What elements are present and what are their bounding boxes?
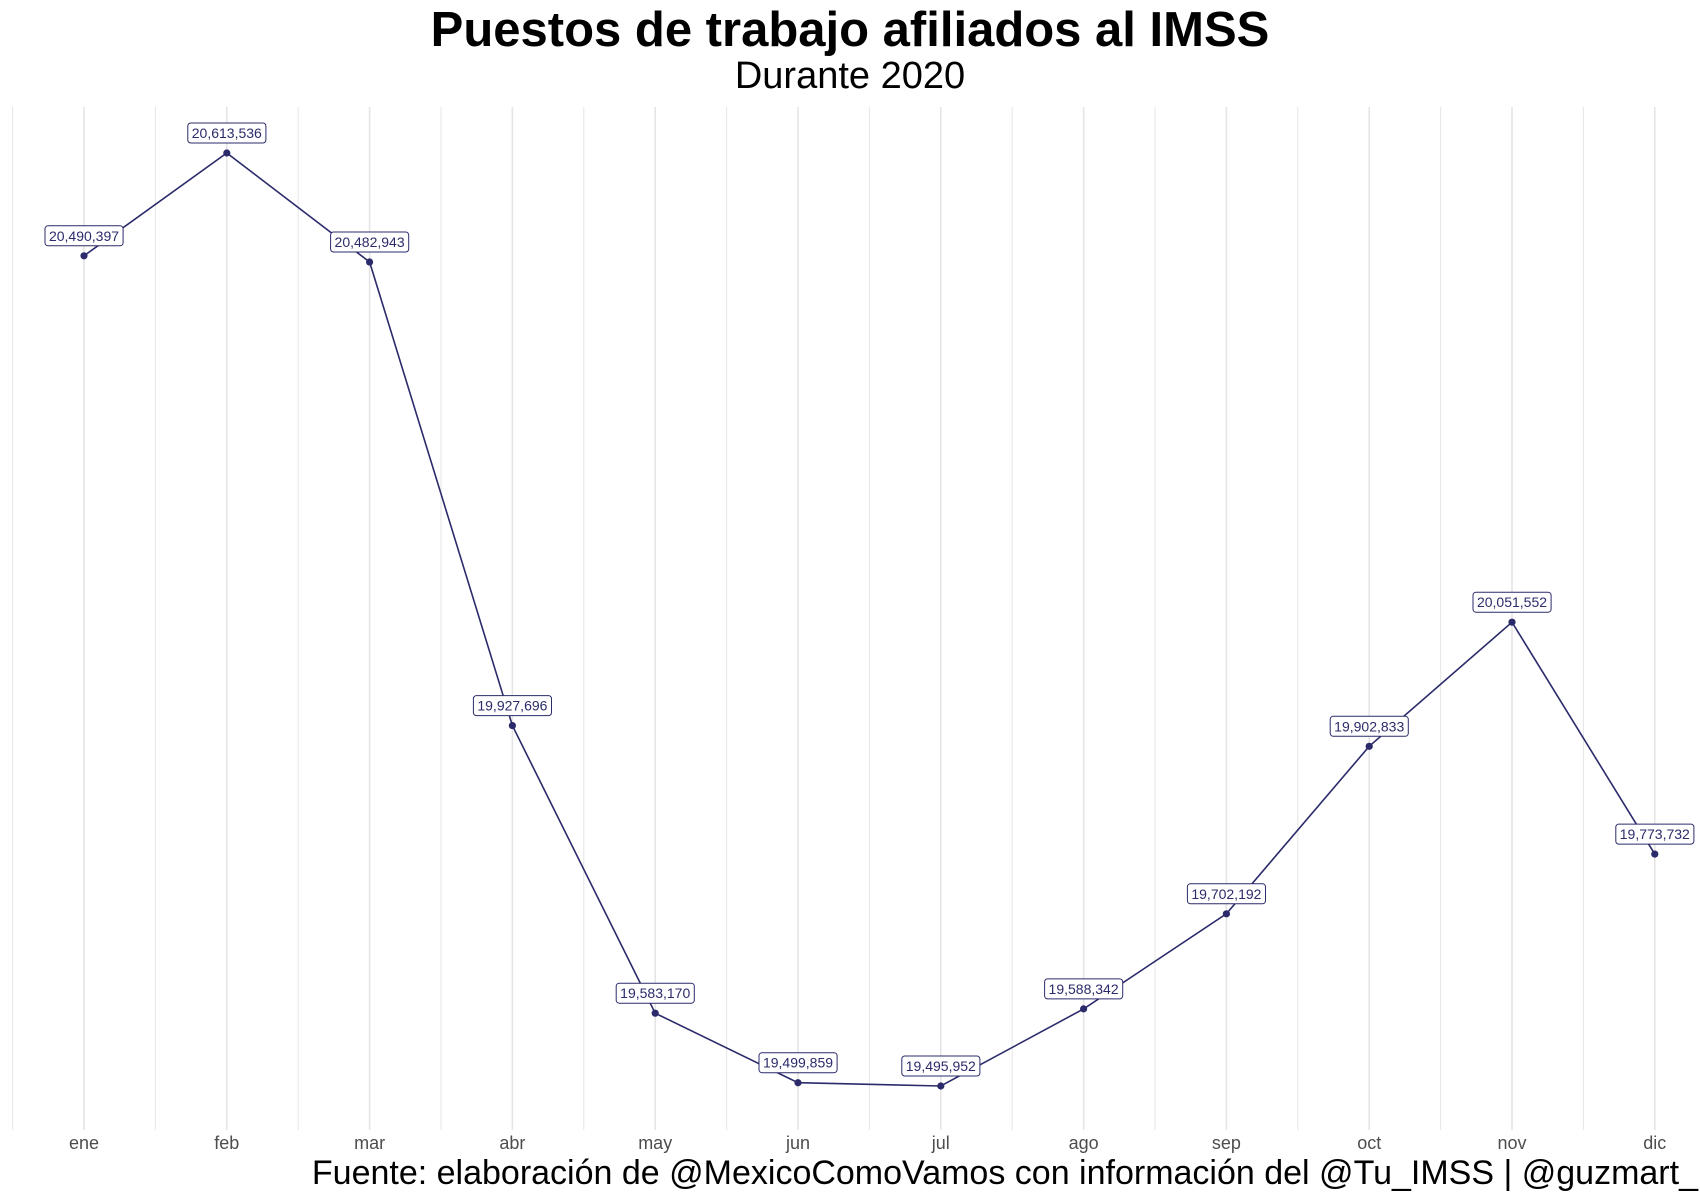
x-tick-label-feb: feb bbox=[214, 1133, 239, 1153]
data-label-box bbox=[44, 225, 124, 247]
data-label-text: 20,613,536 bbox=[192, 125, 262, 141]
data-label-jul: 19,495,952 bbox=[901, 1055, 981, 1077]
data-label-text: 19,702,192 bbox=[1191, 886, 1261, 902]
data-point-jun bbox=[794, 1079, 802, 1087]
data-label-ago: 19,588,342 bbox=[1044, 978, 1124, 1000]
chart-subtitle: Durante 2020 bbox=[734, 55, 966, 97]
x-tick-label-abr: abr bbox=[499, 1133, 525, 1153]
data-label-jun: 19,499,859 bbox=[758, 1052, 838, 1074]
data-label-sep: 19,702,192 bbox=[1186, 883, 1267, 905]
data-label-box bbox=[1472, 591, 1552, 613]
data-label-oct: 19,902,833 bbox=[1329, 715, 1409, 737]
x-tick-label-oct: oct bbox=[1357, 1133, 1381, 1153]
x-tick-label-mar: mar bbox=[354, 1133, 385, 1153]
data-point-may bbox=[651, 1009, 659, 1017]
data-point-mar bbox=[366, 258, 374, 266]
data-point-oct bbox=[1365, 742, 1373, 750]
data-labels: 20,490,397 20,613,536 20,482,943 19,927,696… bbox=[44, 122, 1695, 1077]
data-point-sep bbox=[1222, 910, 1230, 918]
data-point-jul bbox=[937, 1082, 945, 1090]
data-points bbox=[80, 149, 1659, 1090]
x-tick-label-jun: jun bbox=[785, 1133, 810, 1153]
data-label-text: 19,773,732 bbox=[1620, 826, 1690, 842]
x-tick-label-nov: nov bbox=[1497, 1133, 1526, 1153]
data-label-dic: 19,773,732 bbox=[1615, 823, 1695, 845]
data-label-box bbox=[472, 695, 552, 717]
data-point-nov bbox=[1508, 618, 1516, 626]
data-label-text: 20,482,943 bbox=[335, 234, 405, 250]
data-label-box bbox=[901, 1055, 981, 1077]
data-point-feb bbox=[223, 149, 231, 157]
data-label-box bbox=[758, 1052, 838, 1074]
x-tick-label-ene: ene bbox=[69, 1133, 99, 1153]
data-label-may: 19,583,170 bbox=[615, 982, 695, 1004]
data-label-text: 19,583,170 bbox=[620, 985, 690, 1001]
data-label-box bbox=[187, 122, 267, 144]
data-label-text: 20,051,552 bbox=[1477, 594, 1547, 610]
data-label-box bbox=[615, 982, 695, 1004]
data-label-text: 20,490,397 bbox=[49, 228, 119, 244]
data-label-nov: 20,051,552 bbox=[1472, 591, 1552, 613]
data-label-box bbox=[1615, 823, 1695, 845]
x-axis-tick-labels: ene feb mar abr may jun jul ago sep oct nov dic bbox=[69, 1133, 1666, 1153]
gridlines bbox=[12, 107, 1656, 1130]
data-label-ene: 20,490,397 bbox=[44, 225, 124, 247]
x-tick-label-ago: ago bbox=[1069, 1133, 1099, 1153]
data-label-text: 19,495,952 bbox=[906, 1058, 976, 1074]
data-label-text: 19,499,859 bbox=[763, 1055, 833, 1071]
data-label-box bbox=[1044, 978, 1124, 1000]
data-label-box bbox=[330, 231, 410, 253]
data-point-abr bbox=[508, 721, 516, 730]
x-tick-label-jul: jul bbox=[931, 1133, 950, 1153]
data-label-feb: 20,613,536 bbox=[187, 122, 267, 144]
data-point-ago bbox=[1080, 1005, 1088, 1013]
x-tick-label-dic: dic bbox=[1643, 1133, 1666, 1153]
source-caption: Fuente: elaboración de @MexicoComoVamos … bbox=[311, 1154, 1698, 1192]
data-label-text: 19,927,696 bbox=[477, 698, 547, 714]
data-label-text: 19,588,342 bbox=[1049, 981, 1119, 997]
data-label-text: 19,902,833 bbox=[1334, 718, 1404, 734]
chart-title: Puestos de trabajo afiliados al IMSS bbox=[430, 3, 1270, 57]
data-label-abr: 19,927,696 bbox=[472, 695, 552, 717]
x-tick-label-sep: sep bbox=[1212, 1133, 1241, 1153]
data-point-ene bbox=[80, 252, 88, 260]
data-point-dic bbox=[1651, 850, 1659, 858]
data-label-box bbox=[1186, 883, 1267, 905]
x-tick-label-may: may bbox=[638, 1133, 672, 1153]
data-label-box bbox=[1329, 715, 1409, 737]
data-label-mar: 20,482,943 bbox=[330, 231, 410, 253]
